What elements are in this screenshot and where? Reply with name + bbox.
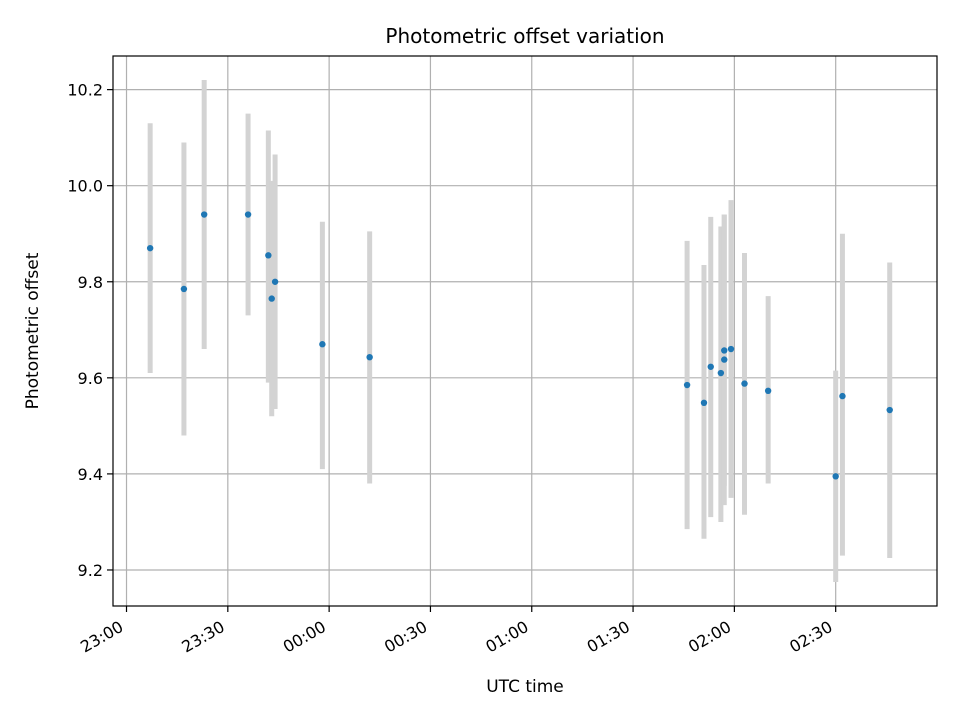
- y-tick-label: 9.2: [78, 561, 103, 580]
- x-axis-title: UTC time: [486, 677, 564, 697]
- data-point: [180, 285, 188, 293]
- data-points: [146, 211, 893, 480]
- data-point: [717, 369, 725, 377]
- data-point: [707, 363, 714, 370]
- data-point: [741, 380, 748, 387]
- plot-frame: [112, 55, 938, 607]
- y-axis: 9.2 9.4 9.6 9.8 10.0 10.2: [67, 81, 113, 580]
- y-axis-title: Photometric offset: [23, 252, 43, 409]
- data-point: [700, 399, 708, 407]
- data-point: [366, 353, 373, 361]
- data-point: [244, 211, 252, 218]
- y-tick-label: 9.8: [78, 273, 103, 292]
- data-point: [832, 473, 839, 480]
- data-point: [200, 211, 208, 218]
- y-tick-label: 10.0: [67, 177, 103, 196]
- data-point: [839, 392, 846, 400]
- data-point: [886, 406, 893, 414]
- data-point: [721, 356, 728, 363]
- y-tick-label: 9.6: [78, 369, 103, 388]
- data-point: [683, 381, 691, 389]
- data-point: [265, 252, 272, 259]
- data-point: [271, 278, 279, 285]
- y-tick-label: 9.4: [78, 465, 103, 484]
- data-point: [721, 347, 728, 354]
- data-point: [727, 345, 735, 353]
- y-tick-label: 10.2: [67, 81, 103, 100]
- data-point: [146, 244, 154, 252]
- data-point: [764, 387, 772, 395]
- data-point: [268, 295, 275, 302]
- chart-title: Photometric offset variation: [385, 24, 664, 48]
- data-point: [319, 341, 326, 348]
